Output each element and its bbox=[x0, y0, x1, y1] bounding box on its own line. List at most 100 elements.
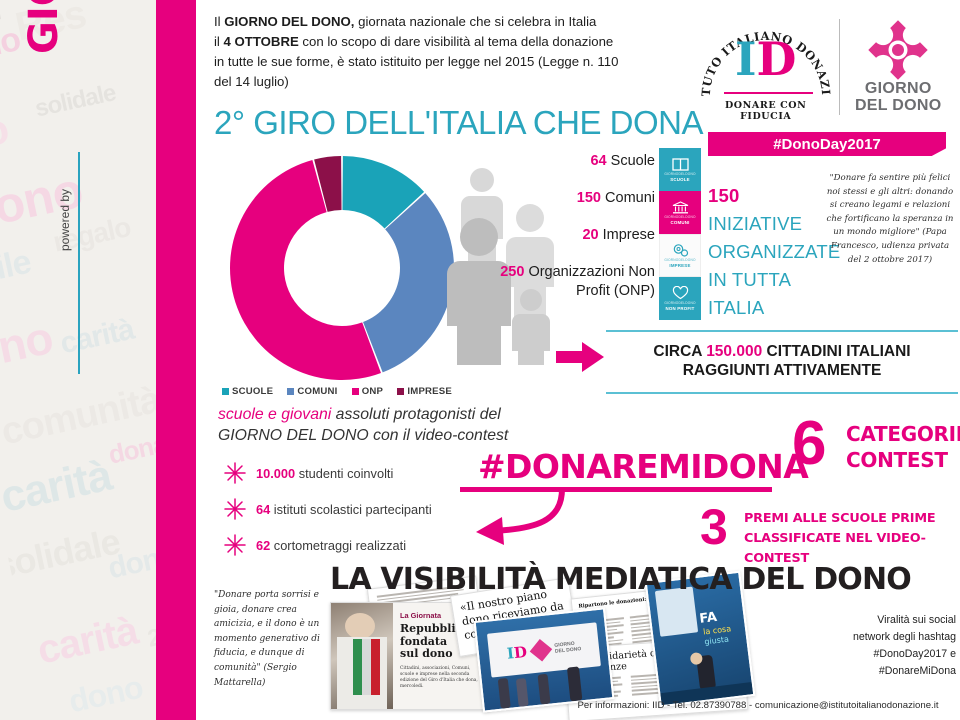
iniziative-block: 150 INIZIATIVE ORGANIZZATE IN TUTTA ITAL… bbox=[708, 182, 840, 322]
papa-francesco-quote: "Donare fa sentire più felici noi stessi… bbox=[826, 173, 954, 265]
badge-comuni-label: COMUNI bbox=[670, 219, 690, 225]
premi-label-line2: CLASSIFICATE NEL VIDEO-CONTEST bbox=[744, 531, 926, 566]
sidebar-powered-by-text: powered by bbox=[58, 188, 72, 252]
legend-item-comuni: COMUNI bbox=[287, 386, 337, 397]
sidebar-title-text: GIORNO DEL DONO 2017 bbox=[21, 0, 67, 54]
bullet-studenti: 10.000 studenti coinvolti bbox=[224, 455, 514, 491]
stat-number-onp: 250 bbox=[500, 264, 525, 281]
stat-label-scuole: Scuole bbox=[606, 153, 655, 169]
legend-label-comuni: COMUNI bbox=[297, 386, 338, 397]
circa-pre: CIRCA bbox=[653, 343, 707, 360]
stat-label-onp: Organizzazioni Non Profit (ONP) bbox=[524, 264, 655, 299]
stat-item-scuole: 64 Scuole bbox=[470, 152, 655, 170]
iid-logo: ISTITUTO ITALIANO DONAZIONE ID DONARE CO… bbox=[700, 8, 832, 126]
sidebar-pink-bar bbox=[156, 0, 196, 720]
stat-number-imprese: 20 bbox=[582, 227, 599, 244]
iid-rule bbox=[724, 92, 814, 94]
intro-line1-bold: GIORNO DEL DONO, bbox=[224, 14, 355, 29]
bullet-studenti-number: 10.000 bbox=[256, 465, 296, 481]
circa-line2: RAGGIUNTI ATTIVAMENTE bbox=[682, 362, 882, 380]
iid-tagline: DONARE CON FIDUCIA bbox=[724, 100, 807, 122]
badge-np-kicker: GIORNODELDONO bbox=[664, 301, 696, 305]
intro-line2-c: con lo scopo di dare visibilità al tema … bbox=[298, 34, 614, 49]
giovani-pink-words: scuole e giovani bbox=[218, 406, 332, 423]
legend-item-imprese: IMPRESE bbox=[397, 386, 452, 397]
intro-line4: del 14 luglio) bbox=[214, 74, 289, 89]
badge-comuni-kicker: GIORNODELDONO bbox=[664, 214, 696, 219]
logo-block: ISTITUTO ITALIANO DONAZIONE ID DONARE CO… bbox=[700, 6, 948, 158]
premi-label: PREMI ALLE SCUOLE PRIME CLASSIFICATE NEL… bbox=[744, 509, 960, 569]
sidebar-org: ISTITUTO ITALIANO DELLA DONAZIONE (IID) bbox=[96, 0, 124, 96]
circa-number: 150.000 bbox=[706, 343, 763, 360]
footer-contact: Per informazioni: IID - Tel. 02.87390788… bbox=[577, 700, 939, 711]
book-icon bbox=[671, 157, 689, 171]
badge-scuole-label: SCUOLE bbox=[670, 176, 690, 182]
stat-label-comuni: Comuni bbox=[601, 190, 655, 207]
person-icon-front-small bbox=[512, 289, 550, 365]
badge-imprese-label: IMPRESE bbox=[669, 263, 691, 268]
iid-letter-d: D bbox=[756, 32, 797, 86]
giorno-del-dono-logo: GIORNO DEL DONO bbox=[848, 19, 948, 115]
press-collage: La Giornata Repubblica fondata sul dono … bbox=[330, 570, 850, 720]
bullet-cortometraggi: 62 cortometraggi realizzati bbox=[224, 527, 514, 563]
iid-monogram: ID bbox=[700, 36, 831, 82]
donut-chart-legend: SCUOLE COMUNI ONP IMPRESE bbox=[222, 386, 452, 397]
press-photo-mattarella bbox=[331, 603, 393, 709]
press-photo-stage: ID GIORNO DEL DONO bbox=[473, 607, 615, 713]
diamond-flower-icon bbox=[848, 19, 948, 81]
legend-item-onp: ONP bbox=[351, 386, 383, 397]
pink-arrow-icon bbox=[556, 342, 604, 377]
premi-label-line1: PREMI ALLE SCUOLE PRIME bbox=[744, 511, 936, 526]
cittadini-raggiunti-block: CIRCA 150.000 CITTADINI ITALIANI RAGGIUN… bbox=[606, 330, 958, 394]
legend-swatch-imprese bbox=[397, 388, 405, 395]
badge-scuole-kicker: GIORNODELDONO bbox=[664, 171, 696, 176]
intro-line1-a: Il bbox=[214, 14, 225, 29]
stat-item-comuni: 150 Comuni bbox=[470, 189, 655, 207]
categorie-label-line2: CONTEST bbox=[846, 448, 948, 472]
stats-list: 64 Scuole 150 Comuni 20 Imprese 250 Orga… bbox=[470, 152, 655, 319]
badge-comuni: GIORNODELDONO COMUNI bbox=[659, 191, 701, 234]
stat-item-imprese: 20 Imprese bbox=[470, 226, 655, 244]
badge-scuole: GIORNODELDONO SCUOLE bbox=[659, 148, 701, 191]
bullet-studenti-text: 10.000 studenti coinvolti bbox=[256, 466, 393, 481]
bullet-istituti: 64 istituti scolastici partecipanti bbox=[224, 491, 514, 527]
bullet-istituti-number: 64 bbox=[256, 501, 271, 517]
categorie-number: 6 bbox=[792, 409, 827, 478]
legend-swatch-scuole bbox=[222, 388, 229, 395]
donaremidona-hashtag: #DONAREMIDONA bbox=[478, 447, 809, 486]
giovani-rest: assoluti protagonisti del bbox=[331, 406, 501, 423]
giovani-protagonisti-text: scuole e giovani assoluti protagonisti d… bbox=[218, 404, 518, 446]
categorie-label: CATEGORIE CONTEST bbox=[846, 421, 960, 473]
bullet-istituti-label: istituti scolastici partecipanti bbox=[270, 501, 432, 517]
intro-line2-bold: 4 OTTOBRE bbox=[223, 34, 299, 49]
people-silhouettes bbox=[440, 160, 575, 365]
heart-icon bbox=[672, 286, 688, 300]
donut-slice-scuole bbox=[342, 156, 425, 229]
circa-post: CITTADINI ITALIANI bbox=[762, 343, 911, 360]
hashtag-underline bbox=[460, 487, 772, 492]
legend-swatch-onp bbox=[351, 388, 359, 395]
premi-number: 3 bbox=[700, 499, 728, 555]
donut-chart-svg bbox=[230, 156, 454, 380]
bullet-cortometraggi-number: 62 bbox=[256, 537, 271, 553]
legend-item-scuole: SCUOLE bbox=[222, 386, 273, 397]
bullet-studenti-label: studenti coinvolti bbox=[295, 465, 394, 481]
iid-letter-i: I bbox=[735, 32, 757, 86]
giovani-line2: GIORNO DEL DONO con il video-contest bbox=[218, 427, 509, 444]
visibilita-headline: LA VISIBILITÀ MEDIATICA DEL DONO bbox=[330, 562, 912, 597]
legend-label-imprese: IMPRESE bbox=[407, 386, 452, 397]
starburst-icon bbox=[224, 498, 246, 520]
starburst-icon bbox=[224, 534, 246, 556]
donut-slice-comuni bbox=[363, 193, 454, 373]
tv-fa-line3: giusta bbox=[703, 634, 730, 647]
gears-icon bbox=[673, 244, 688, 257]
badge-np-label: NON PROFIT bbox=[665, 306, 695, 311]
section-headline-giro: 2° GIRO DELL'ITALIA CHE DONA bbox=[214, 104, 704, 141]
gdd-line-2: DEL DONO bbox=[854, 97, 942, 114]
logo-divider bbox=[839, 19, 841, 115]
press-repubblica-kicker: La Giornata bbox=[400, 611, 442, 620]
intro-line3: in tutte le sue forme, è stato istituito… bbox=[214, 54, 619, 69]
press-repubblica-body: Cittadini, associazioni, Comuni, scuole … bbox=[400, 665, 478, 689]
press-repubblica-h2: fondata bbox=[400, 634, 448, 648]
press-repubblica-h3: sul dono bbox=[400, 647, 453, 660]
